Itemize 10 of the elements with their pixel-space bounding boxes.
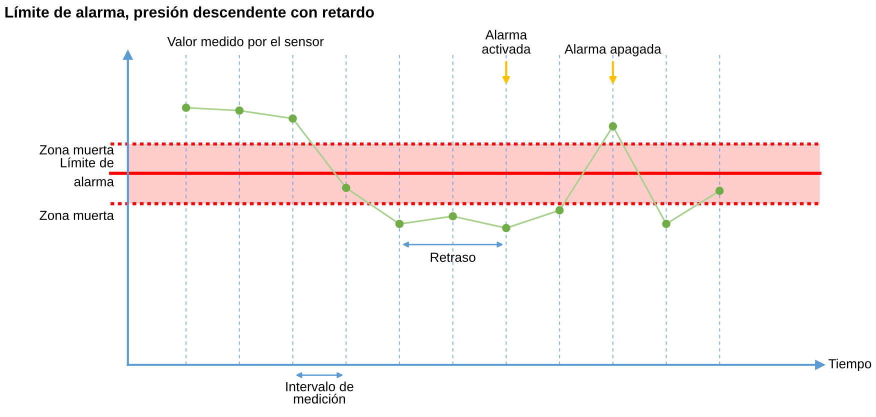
chart-title: Límite de alarma, presión descendente con retardo [5, 6, 374, 21]
annotation: Retraso [430, 252, 476, 262]
text: Intervalo de medición [286, 382, 354, 404]
text: Alarma apagada [564, 44, 662, 56]
band-label: Zona muerta [40, 210, 114, 220]
band-label: Zona muerta [40, 145, 114, 154]
text: Alarma activada [482, 30, 531, 54]
text: Tiempo [828, 358, 872, 372]
y-axis-title: Valor medido por el sensor [167, 36, 324, 49]
ref-line-label: Límite de alarma [60, 158, 114, 186]
